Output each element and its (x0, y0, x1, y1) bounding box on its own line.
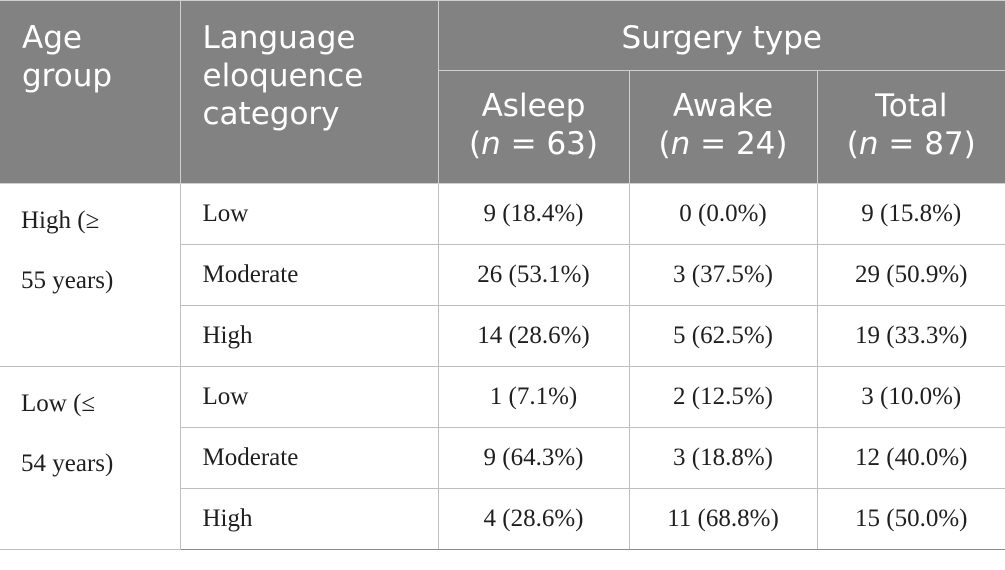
category-cell: High (180, 305, 439, 367)
table-row: High 14 (28.6%) 5 (62.5%) 19 (33.3%) (0, 305, 1005, 367)
header-asleep-label: Asleep (481, 88, 586, 124)
awake-cell: 5 (62.5%) (628, 305, 818, 367)
header-category-line-1: Language (202, 20, 356, 56)
asleep-cell: 1 (7.1%) (437, 366, 630, 428)
header-total: Total (n = 87) (816, 70, 1005, 184)
header-category-line-3: category (202, 96, 340, 132)
age-label-line-2: 55 years) (21, 267, 114, 294)
asleep-cell: 14 (28.6%) (437, 305, 630, 367)
header-awake: Awake (n = 24) (628, 70, 818, 184)
table-row: High 4 (28.6%) 11 (68.8%) 15 (50.0%) (0, 488, 1005, 550)
table-row: Low (≤ 54 years) Low 1 (7.1%) 2 (12.5%) … (0, 366, 1005, 550)
header-age-group: Age group (0, 0, 181, 184)
header-total-label: Total (875, 88, 948, 124)
header-category: Language eloquence category (179, 0, 439, 184)
category-cell: Low (179, 366, 439, 428)
header-age-line-2: group (22, 58, 113, 94)
header-asleep-n: (n = 63) (469, 126, 598, 162)
category-cell: Low (179, 183, 439, 245)
age-group-low: Low (≤ 54 years) (0, 366, 181, 550)
asleep-cell: 9 (18.4%) (437, 183, 630, 245)
surgery-type-table: Age group Language eloquence category Su… (0, 0, 1005, 550)
total-cell: 19 (33.3%) (816, 305, 1005, 367)
asleep-cell: 9 (64.3%) (437, 427, 630, 489)
table-row: Moderate 9 (64.3%) 3 (18.8%) 12 (40.0%) (0, 427, 1005, 489)
header-total-n: (n = 87) (846, 126, 976, 162)
age-label-line-2: 54 years) (21, 450, 114, 477)
total-cell: 9 (15.8%) (816, 183, 1005, 245)
header-asleep: Asleep (n = 63) (438, 70, 630, 184)
total-cell: 29 (50.9%) (816, 244, 1005, 306)
age-group-high: High (≥ 55 years) (0, 183, 181, 367)
table-row: Moderate 26 (53.1%) 3 (37.5%) 29 (50.9%) (0, 244, 1005, 306)
header-awake-n: (n = 24) (658, 126, 788, 162)
awake-cell: 3 (37.5%) (628, 244, 818, 306)
table-row: High (≥ 55 years) Low 9 (18.4%) 0 (0.0%)… (0, 183, 1005, 367)
awake-cell: 0 (0.0%) (628, 183, 818, 245)
table-header: Age group Language eloquence category Su… (0, 0, 1005, 184)
header-category-line-2: eloquence (202, 58, 364, 94)
asleep-cell: 4 (28.6%) (437, 488, 630, 550)
age-label-line-1: Low (≤ (21, 390, 96, 417)
header-surgery-type: Surgery type (437, 0, 1005, 71)
category-cell: Moderate (180, 427, 439, 489)
table-body: High (≥ 55 years) Low 9 (18.4%) 0 (0.0%)… (0, 183, 1005, 550)
total-cell: 3 (10.0%) (816, 366, 1005, 428)
asleep-cell: 26 (53.1%) (437, 244, 630, 306)
awake-cell: 11 (68.8%) (628, 488, 818, 550)
total-cell: 12 (40.0%) (816, 427, 1005, 489)
awake-cell: 2 (12.5%) (628, 366, 818, 428)
age-label-line-1: High (≥ (21, 207, 100, 234)
awake-cell: 3 (18.8%) (628, 427, 818, 489)
category-cell: Moderate (180, 244, 439, 306)
total-cell: 15 (50.0%) (816, 488, 1005, 550)
header-awake-label: Awake (672, 88, 774, 124)
header-age-line-1: Age (22, 20, 82, 56)
category-cell: High (180, 488, 439, 550)
